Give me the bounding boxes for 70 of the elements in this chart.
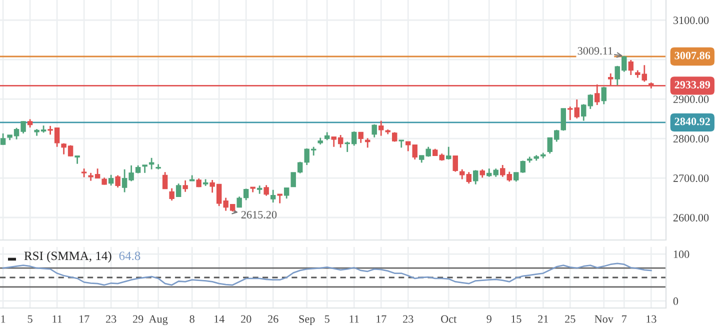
annotation: 3009.11 <box>578 47 612 55</box>
candlestick <box>628 59 634 76</box>
x-tick-label: 20 <box>241 315 252 323</box>
y-tick-label: 2800.00 <box>673 135 709 143</box>
x-tick-label: 29 <box>132 315 144 323</box>
candlestick <box>372 124 377 138</box>
x-tick-label: 8 <box>190 315 194 323</box>
x-tick-label: 23 <box>106 315 116 323</box>
x-tick-label: 13 <box>646 315 656 323</box>
candlestick <box>506 171 512 182</box>
y-tick-label: 100 <box>674 250 690 258</box>
x-tick-label: 1 <box>1 315 6 323</box>
x-tick-label: 11 <box>52 315 62 323</box>
annotation: 64.8 <box>119 252 140 260</box>
candlestick <box>560 108 566 132</box>
line-series <box>2 262 652 286</box>
candlestick <box>601 86 607 105</box>
annotation: 2615.20 <box>241 210 277 218</box>
candlestick <box>169 188 174 202</box>
candlestick <box>162 171 168 190</box>
candlestick <box>108 174 114 186</box>
y-tick-label: 0 <box>673 297 678 305</box>
candlestick <box>264 184 269 196</box>
candlestick <box>284 186 290 200</box>
candlestick <box>148 157 154 170</box>
candlestick <box>364 137 370 148</box>
candlestick <box>581 104 586 122</box>
x-tick-label: 17 <box>376 315 386 323</box>
candlestick <box>0 132 6 146</box>
candlestick <box>514 172 519 182</box>
x-tick-label: 15 <box>512 315 522 323</box>
ref-line-label: 2840.92 <box>674 118 710 126</box>
candlestick <box>182 180 188 193</box>
x-tick-label: Nov <box>594 315 614 323</box>
candlestick <box>176 182 182 198</box>
x-tick-label: 23 <box>403 315 414 323</box>
candlestick <box>277 194 282 204</box>
x-tick-label: 9 <box>486 315 492 323</box>
x-tick-label: 17 <box>79 315 90 323</box>
candlestick <box>446 146 452 160</box>
ref-line-label: 2933.89 <box>674 80 710 89</box>
candlestick <box>115 174 120 188</box>
candlestick <box>473 169 478 186</box>
y-tick-label: 3100.00 <box>673 16 709 24</box>
x-tick-label: 26 <box>268 315 278 323</box>
x-tick-label: Aug <box>148 315 168 326</box>
candlestick <box>466 171 472 184</box>
x-tick-label: Oct <box>441 315 457 323</box>
x-tick-label: 11 <box>350 315 359 323</box>
x-tick-label: 21 <box>538 315 548 323</box>
y-tick-label: 2600.00 <box>673 214 709 222</box>
candlestick <box>452 154 458 172</box>
x-tick-label: 25 <box>565 315 576 323</box>
x-tick-label: 5 <box>28 315 32 323</box>
candlestick <box>270 189 276 204</box>
candlestick <box>588 94 593 110</box>
candlestick <box>574 98 580 120</box>
x-tick-label: Sep <box>299 315 315 326</box>
ref-line-label: 3007.86 <box>674 52 710 60</box>
candlestick <box>520 160 526 174</box>
x-tick-label: 7 <box>622 315 627 323</box>
candlestick <box>460 168 465 180</box>
candlestick <box>568 106 573 121</box>
x-tick-label: 5 <box>324 315 330 323</box>
y-tick-label: 2700.00 <box>673 174 709 182</box>
candlestick <box>500 164 506 178</box>
x-tick-label: 14 <box>214 315 224 323</box>
y-tick-label: 2900.00 <box>673 96 709 104</box>
chart-title: RSI (SMMA, 14) <box>24 251 112 263</box>
candlestick <box>358 132 364 144</box>
